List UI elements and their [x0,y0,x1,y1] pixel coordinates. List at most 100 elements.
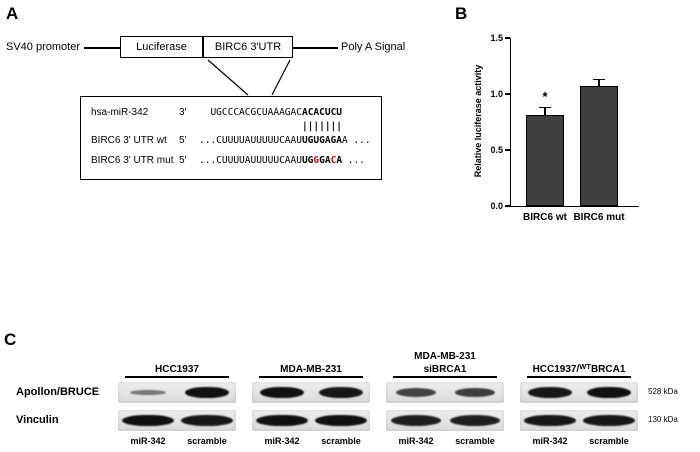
blot-group-header: HCC1937 [125,336,229,378]
panel-c: C Apollon/BRUCE Vinculin 528 kDa 130 kDa… [0,330,700,452]
blot-band [181,415,233,426]
sv40-promoter-label: SV40 promoter [6,41,80,53]
y-tick-label: 1.5 [490,33,503,43]
construct-connector-right [293,47,338,49]
panel-c-label: C [4,330,17,349]
sequence-direction: 3' [179,107,187,118]
apollon-row-label: Apollon/BRUCE [16,386,100,398]
lane-label: miR-342 [130,436,166,446]
blot-group-title-line: MDA-MB-231 [280,364,342,377]
y-tick-mark [505,149,510,151]
blot-strip [386,410,504,431]
blot-strip [386,382,504,403]
blot-strip [520,410,638,431]
lane-label: scramble [589,436,629,446]
sequence-text: ||||||| [199,121,342,132]
x-category-label: BIRC6 mut [573,212,625,223]
sequence-segment: ...CUUUUAUUUUUCAAU [199,155,302,166]
blot-band [315,415,367,426]
lane-label: scramble [321,436,361,446]
sequence-segment: C [330,155,337,166]
sequence-segment: UGCCCACGCUAAAGAC [210,107,302,118]
lane-label: miR-342 [264,436,300,446]
y-tick-mark [505,37,510,39]
kda-130-label: 130 kDa [648,415,678,424]
sequence-segment: GA [319,155,331,166]
blot-group-title-text: HCC1937 [155,363,199,375]
blot-band [256,415,308,426]
sequence-segment: A [336,155,343,166]
blot-strip [118,410,236,431]
blot-band [583,415,635,426]
sequence-segment: G [313,155,320,166]
sequence-segment: ||||||| [301,121,342,132]
chart-bar [580,86,618,206]
y-tick-mark [505,205,510,207]
sequence-alignment-box: hsa-miR-342 3' UGCCCACGCUAAAGACACACUCU ||… [80,96,382,180]
blot-strip [520,382,638,403]
y-tick-mark [505,93,510,95]
sequence-segment: ... [342,155,365,166]
blot-group-title-line: HCC1937 [155,364,199,377]
sequence-segment: UGUGAGA [301,135,342,146]
sequence-segment: ...CUUUUAUUUUUCAAU [199,135,302,146]
panel-a-label: A [6,4,19,23]
blot-group-header: MDA-MB-231 [259,336,363,378]
lane-label: scramble [187,436,227,446]
sequence-name: hsa-miR-342 [91,107,149,118]
alignment-row: BIRC6 3' UTR mut 5' ...CUUUUAUUUUUCAAUUGGG… [91,152,381,169]
sequence-text: ...CUUUUAUUUUUCAAUUGUGAGAA ... [199,135,371,146]
blot-group-title-line: HCC1937/WTBRCA1 [533,361,626,377]
blot-band [319,387,363,398]
y-tick-label: 1.0 [490,89,503,99]
blot-group-header: MDA-MB-231 siBRCA1 [393,336,497,378]
sequence-segment: ACACUCU [301,107,343,118]
alignment-row: hsa-miR-342 3' UGCCCACGCUAAAGACACACUCU [91,104,381,121]
alignment-row: BIRC6 3' UTR wt 5' ...CUUUUAUUUUUCAAUUGUGA… [91,132,381,149]
chart-bar [526,115,564,206]
blot-band [528,387,572,398]
lane-label: miR-342 [398,436,434,446]
panel-b-label: B [455,4,468,23]
blot-band [587,387,631,398]
blot-band [130,389,166,396]
y-tick-label: 0.5 [490,145,503,155]
blot-band [185,387,229,398]
lane-label: scramble [455,436,495,446]
blot-group-title-line: siBRCA1 [424,364,467,377]
blot-group-title-line: MDA-MB-231 [414,351,476,364]
error-bar-cap [539,106,551,109]
sequence-segment: UG [301,155,314,166]
callout-lines [207,59,291,96]
blot-strip [252,410,370,431]
sequence-name: BIRC6 3' UTR wt [91,135,167,146]
blot-band [260,387,304,398]
vinculin-row-label: Vinculin [16,414,59,426]
sequence-direction: 5' [179,135,187,146]
luciferase-box: Luciferase [120,36,203,58]
blot-band [396,388,436,397]
significance-star: * [542,89,548,105]
sequence-segment: A ... [342,135,371,146]
polya-signal-label: Poly A Signal [341,41,406,53]
sequence-text: UGCCCACGCUAAAGACACACUCU [199,107,342,118]
bar-chart-plot-area [510,38,639,207]
blot-strip [118,382,236,403]
error-bar-line [544,107,546,116]
blot-group-title-text: siBRCA1 [423,363,467,375]
blot-band [122,415,174,426]
sequence-text: ...CUUUUAUUUUUCAAUUGGGACA ... [199,155,365,166]
y-tick-label: 0.0 [490,201,503,211]
sequence-direction: 5' [179,155,187,166]
sequence-name: BIRC6 3' UTR mut [91,155,174,166]
blot-band [454,388,496,397]
construct-connector-left [84,47,120,49]
blot-band [390,415,442,426]
blot-band [524,415,576,426]
blot-group-title-text: BRCA1 [590,363,626,375]
birc6-utr-box: BIRC6 3'UTR [203,36,293,58]
blot-group-title-text: WT [579,361,591,371]
kda-528-label: 528 kDa [648,387,678,396]
blot-strip [252,382,370,403]
x-category-label: BIRC6 wt [523,212,567,223]
